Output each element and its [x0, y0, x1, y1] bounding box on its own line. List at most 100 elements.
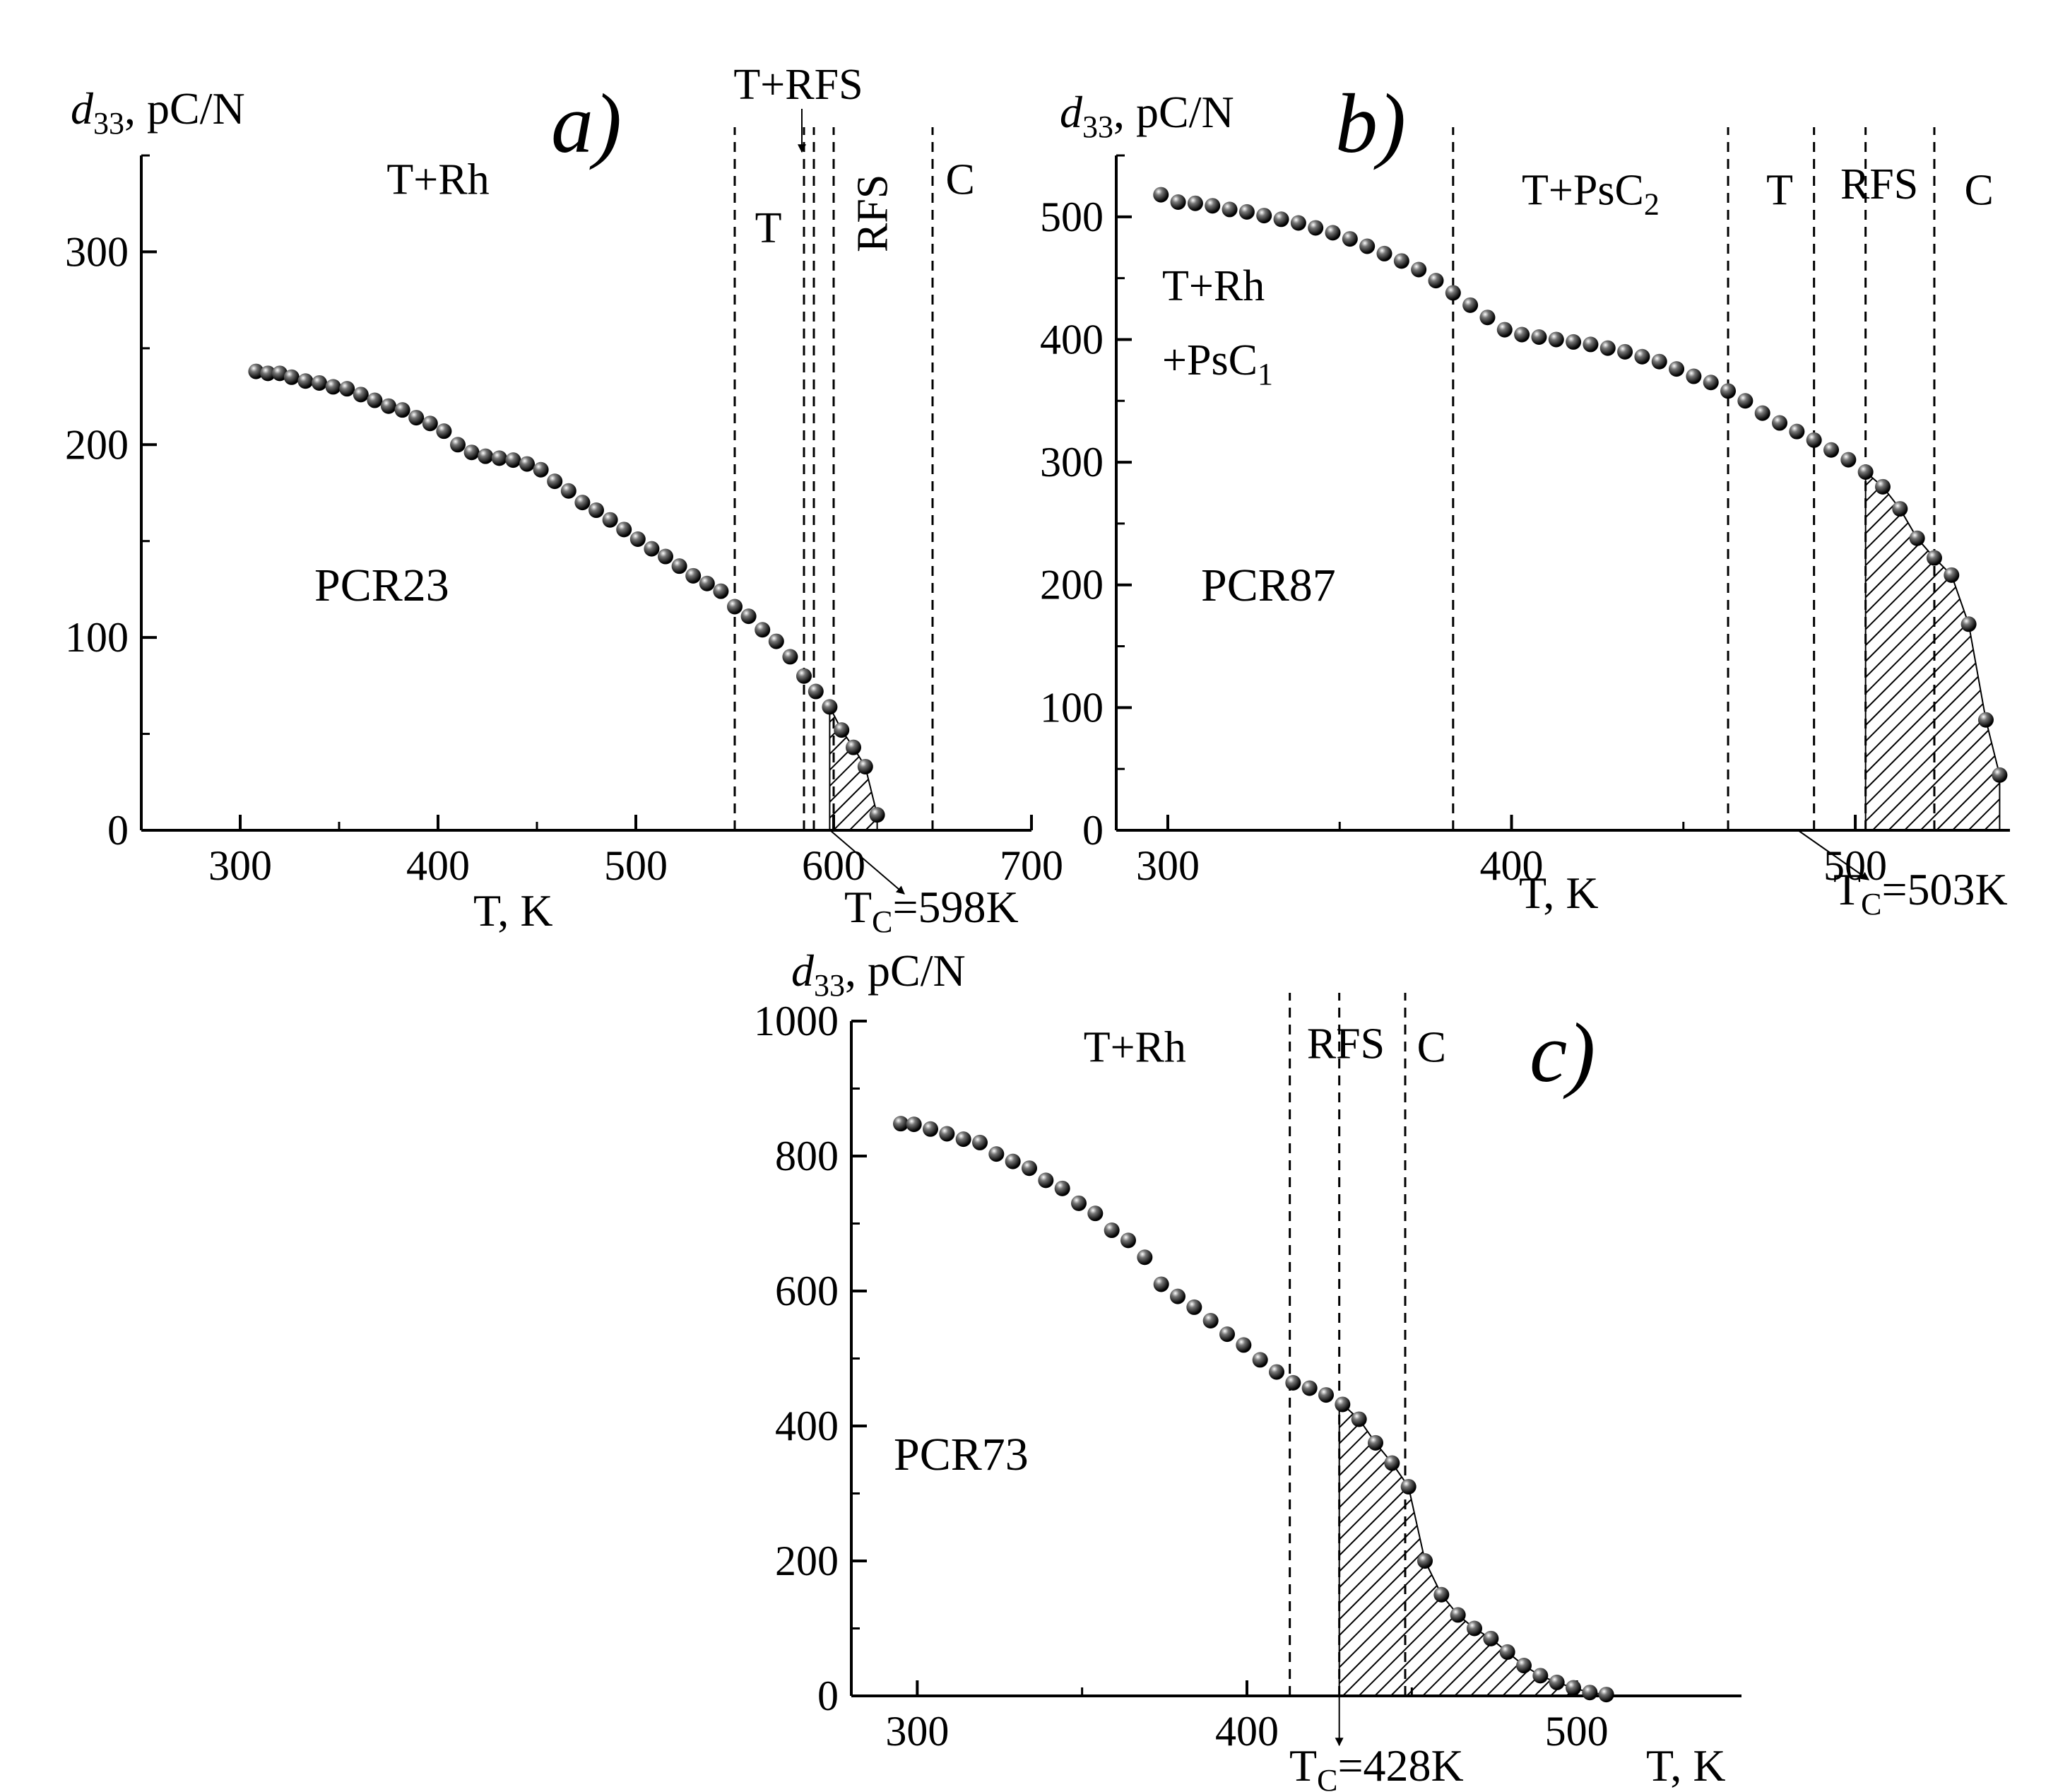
- y-tick-label: 500: [1040, 194, 1104, 240]
- data-point: [1219, 1326, 1235, 1343]
- data-point: [846, 739, 861, 755]
- data-point: [1926, 550, 1942, 566]
- data-point: [1516, 1658, 1532, 1674]
- data-point: [740, 608, 757, 625]
- data-point: [367, 392, 383, 408]
- data-point: [1205, 198, 1221, 214]
- data-point: [283, 369, 300, 385]
- x-tick-label: 500: [1545, 1708, 1609, 1755]
- data-point: [547, 473, 563, 490]
- data-point: [1400, 1478, 1417, 1495]
- data-point: [1290, 215, 1306, 231]
- data-point: [450, 437, 466, 453]
- data-point: [1703, 375, 1719, 391]
- data-point: [923, 1121, 938, 1137]
- data-point: [955, 1131, 971, 1148]
- panel-label: c): [1530, 1006, 1595, 1100]
- data-point: [1823, 442, 1839, 458]
- data-point: [436, 423, 452, 440]
- x-tick-label: 300: [885, 1708, 949, 1755]
- data-point: [1789, 423, 1805, 440]
- y-tick-label: 300: [1040, 439, 1104, 485]
- data-point: [1269, 1364, 1284, 1380]
- x-tick-label: 700: [1000, 842, 1063, 889]
- data-point: [1038, 1172, 1054, 1189]
- data-point: [1531, 329, 1547, 345]
- data-point: [1087, 1206, 1104, 1222]
- data-point: [478, 448, 494, 464]
- data-point: [1992, 767, 2008, 783]
- data-point: [1120, 1232, 1136, 1249]
- x-tick-label: 400: [406, 842, 470, 889]
- region-label: RFS: [849, 175, 897, 252]
- data-point: [782, 649, 798, 665]
- data-point: [1308, 220, 1324, 236]
- data-point: [1566, 334, 1582, 350]
- data-point: [1153, 1276, 1169, 1292]
- data-point: [1806, 432, 1822, 448]
- data-point: [260, 365, 276, 382]
- data-point: [339, 381, 355, 397]
- data-point: [1450, 1607, 1466, 1623]
- data-point: [1549, 1674, 1565, 1690]
- data-point: [1202, 1313, 1219, 1329]
- data-point: [1857, 464, 1874, 480]
- data-point: [574, 495, 591, 511]
- panel-a-chart: 300 400 500 600 700 0 100 200 300 d33, pC/N T, K a)…: [65, 61, 1063, 939]
- x-axis-label: T, K: [1646, 1740, 1726, 1791]
- data-point: [1514, 326, 1530, 343]
- data-point: [1754, 405, 1770, 421]
- y-tick-label: 100: [65, 614, 129, 661]
- data-point: [988, 1146, 1005, 1162]
- data-point: [1054, 1180, 1070, 1196]
- x-tick-label: 500: [604, 842, 668, 889]
- data-point: [602, 512, 618, 528]
- data-point: [1273, 211, 1289, 228]
- data-point: [1462, 297, 1479, 313]
- region-label-left-line2: +PsC1: [1162, 336, 1273, 391]
- data-point: [658, 548, 673, 565]
- x-axis-label: T, K: [1519, 868, 1599, 918]
- data-point: [394, 402, 410, 418]
- data-point: [1892, 501, 1908, 517]
- y-axis-label: d33, pC/N: [71, 83, 245, 141]
- data-point: [1256, 208, 1272, 224]
- data-point: [1634, 348, 1650, 365]
- data-point: [699, 575, 715, 591]
- data-point: [1342, 231, 1358, 247]
- data-point: [755, 622, 771, 638]
- data-point: [822, 699, 838, 715]
- data-point: [1170, 194, 1186, 210]
- data-point: [1170, 1288, 1185, 1304]
- region-label-left-line1: T+Rh: [1162, 262, 1265, 310]
- data-point: [1376, 245, 1392, 261]
- region-label: T+Rh: [1084, 1023, 1186, 1071]
- data-point: [297, 373, 314, 389]
- data-point: [560, 483, 576, 499]
- data-point: [1532, 1668, 1549, 1684]
- data-point: [1874, 478, 1891, 495]
- data-point: [834, 722, 850, 738]
- data-point: [1301, 1380, 1318, 1396]
- tc-label: TC=503K: [1833, 864, 2008, 921]
- data-point: [1598, 1687, 1614, 1703]
- x-tick-label: 300: [1136, 842, 1200, 889]
- data-point: [1335, 1396, 1351, 1413]
- data-point: [1285, 1374, 1301, 1391]
- data-point: [808, 683, 824, 700]
- data-point: [408, 410, 425, 426]
- region-label: T+Rh: [386, 156, 489, 204]
- region-label: C: [1965, 166, 1994, 214]
- data-point: [1428, 273, 1444, 289]
- region-label: RFS: [1840, 160, 1918, 208]
- x-tick-label: 600: [802, 842, 865, 889]
- data-point: [713, 583, 729, 599]
- data-point: [1071, 1195, 1087, 1211]
- tc-label: TC=428K: [1289, 1740, 1464, 1792]
- region-label: C: [1417, 1023, 1446, 1071]
- data-point: [685, 567, 702, 584]
- data-point: [1222, 201, 1238, 218]
- data-point: [463, 444, 480, 461]
